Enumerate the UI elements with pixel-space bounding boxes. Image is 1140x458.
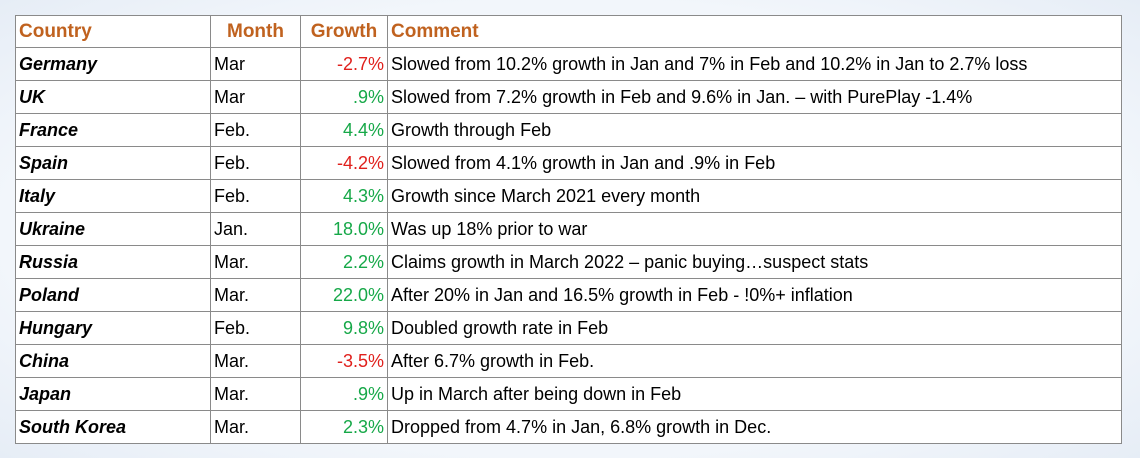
country-cell: UK xyxy=(15,80,211,114)
country-cell: Japan xyxy=(15,377,211,411)
growth-cell: 2.2% xyxy=(300,245,388,279)
growth-cell: -4.2% xyxy=(300,146,388,180)
comment-cell: After 20% in Jan and 16.5% growth in Feb… xyxy=(387,278,1122,312)
comment-cell: Growth since March 2021 every month xyxy=(387,179,1122,213)
month-cell: Feb. xyxy=(210,311,301,345)
growth-cell: -3.5% xyxy=(300,344,388,378)
growth-cell: 9.8% xyxy=(300,311,388,345)
country-cell: Russia xyxy=(15,245,211,279)
comment-cell: Claims growth in March 2022 – panic buyi… xyxy=(387,245,1122,279)
comment-cell: Slowed from 7.2% growth in Feb and 9.6% … xyxy=(387,80,1122,114)
growth-cell: .9% xyxy=(300,377,388,411)
country-cell: Italy xyxy=(15,179,211,213)
month-cell: Mar. xyxy=(210,410,301,444)
header-comment: Comment xyxy=(387,15,1122,48)
growth-cell: 2.3% xyxy=(300,410,388,444)
growth-cell: 18.0% xyxy=(300,212,388,246)
month-cell: Feb. xyxy=(210,113,301,147)
month-cell: Mar. xyxy=(210,278,301,312)
table-row: Poland Mar. 22.0% After 20% in Jan and 16.5… xyxy=(15,278,1122,312)
growth-cell: 22.0% xyxy=(300,278,388,312)
month-cell: Mar. xyxy=(210,245,301,279)
table-row: China Mar. -3.5% After 6.7% growth in Feb. xyxy=(15,344,1122,378)
comment-cell: After 6.7% growth in Feb. xyxy=(387,344,1122,378)
header-month: Month xyxy=(210,15,301,48)
table-row: Italy Feb. 4.3% Growth since March 2021 eve… xyxy=(15,179,1122,213)
growth-cell: -2.7% xyxy=(300,47,388,81)
country-cell: South Korea xyxy=(15,410,211,444)
table-row: Hungary Feb. 9.8% Doubled growth rate in Fe… xyxy=(15,311,1122,345)
table-row: South Korea Mar. 2.3% Dropped from 4.7% in … xyxy=(15,410,1122,444)
table-row: Spain Feb. -4.2% Slowed from 4.1% growth in… xyxy=(15,146,1122,180)
month-cell: Jan. xyxy=(210,212,301,246)
table-row: Russia Mar. 2.2% Claims growth in March 202… xyxy=(15,245,1122,279)
comment-cell: Was up 18% prior to war xyxy=(387,212,1122,246)
month-cell: Mar. xyxy=(210,377,301,411)
header-growth: Growth xyxy=(300,15,388,48)
month-cell: Feb. xyxy=(210,179,301,213)
month-cell: Mar. xyxy=(210,344,301,378)
comment-cell: Slowed from 4.1% growth in Jan and .9% i… xyxy=(387,146,1122,180)
country-cell: Hungary xyxy=(15,311,211,345)
country-cell: Germany xyxy=(15,47,211,81)
table-row: Ukraine Jan. 18.0% Was up 18% prior to war xyxy=(15,212,1122,246)
country-cell: Poland xyxy=(15,278,211,312)
table-header-row: Country Month Growth Comment xyxy=(15,15,1122,48)
header-country: Country xyxy=(15,15,211,48)
month-cell: Mar xyxy=(210,47,301,81)
growth-cell: .9% xyxy=(300,80,388,114)
month-cell: Mar xyxy=(210,80,301,114)
comment-cell: Dropped from 4.7% in Jan, 6.8% growth in… xyxy=(387,410,1122,444)
comment-cell: Growth through Feb xyxy=(387,113,1122,147)
growth-table: Country Month Growth Comment Germany Mar -… xyxy=(15,15,1122,444)
table-row: Germany Mar -2.7% Slowed from 10.2% growth … xyxy=(15,47,1122,81)
country-cell: France xyxy=(15,113,211,147)
growth-cell: 4.3% xyxy=(300,179,388,213)
table-row: France Feb. 4.4% Growth through Feb xyxy=(15,113,1122,147)
comment-cell: Up in March after being down in Feb xyxy=(387,377,1122,411)
month-cell: Feb. xyxy=(210,146,301,180)
table-row: Japan Mar. .9% Up in March after being down… xyxy=(15,377,1122,411)
comment-cell: Doubled growth rate in Feb xyxy=(387,311,1122,345)
table-row: UK Mar .9% Slowed from 7.2% growth in Feb a… xyxy=(15,80,1122,114)
table-body: Germany Mar -2.7% Slowed from 10.2% growth … xyxy=(15,47,1122,444)
country-cell: China xyxy=(15,344,211,378)
comment-cell: Slowed from 10.2% growth in Jan and 7% i… xyxy=(387,47,1122,81)
growth-cell: 4.4% xyxy=(300,113,388,147)
country-cell: Spain xyxy=(15,146,211,180)
country-cell: Ukraine xyxy=(15,212,211,246)
